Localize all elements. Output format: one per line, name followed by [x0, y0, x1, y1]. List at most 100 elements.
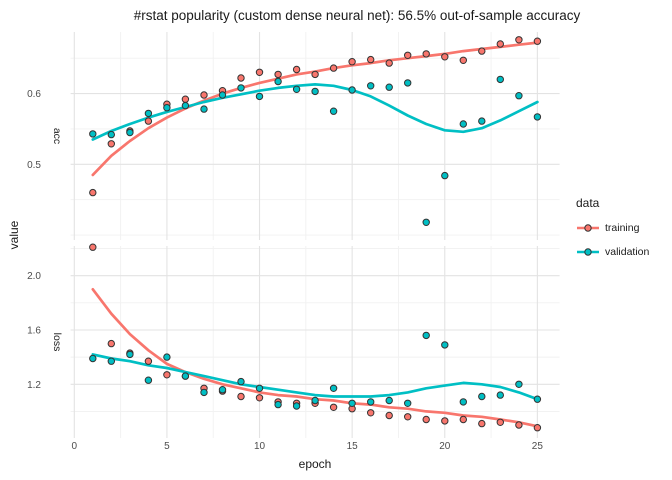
point-training-acc — [107, 140, 116, 148]
point-training-loss — [404, 413, 412, 421]
x-tick-label: 25 — [532, 441, 544, 452]
point-training-acc — [292, 65, 301, 74]
point-training-loss — [441, 417, 449, 425]
point-validation-acc — [478, 117, 486, 125]
point-training-loss — [367, 409, 375, 417]
point-training-loss — [144, 357, 153, 365]
point-training-acc — [144, 117, 153, 125]
smooth-line-validation-loss — [91, 353, 539, 401]
point-training-acc — [422, 50, 430, 58]
point-training-acc — [329, 64, 338, 72]
point-validation-acc — [144, 109, 153, 118]
point-validation-loss — [292, 402, 301, 410]
x-tick-label: 10 — [254, 441, 266, 452]
point-training-acc — [515, 36, 523, 44]
point-validation-acc — [311, 87, 319, 96]
smooth-line-training-acc — [91, 41, 539, 177]
point-validation-acc — [459, 120, 467, 128]
point-validation-loss — [515, 380, 523, 388]
legend-key-validation-icon — [577, 248, 599, 256]
point-validation-acc — [385, 83, 393, 91]
point-validation-loss — [533, 395, 542, 403]
point-training-loss — [385, 411, 393, 420]
point-validation-acc — [163, 104, 171, 112]
point-training-acc — [404, 51, 412, 59]
x-tick-label: 15 — [347, 441, 359, 452]
point-validation-acc — [200, 105, 208, 113]
legend: data training validation — [576, 196, 649, 264]
point-validation-loss — [89, 354, 97, 363]
point-validation-acc — [218, 91, 227, 99]
y-tick-label: 2.0 — [27, 271, 41, 282]
point-validation-loss — [404, 399, 412, 407]
point-validation-acc — [255, 92, 264, 101]
point-training-loss — [496, 418, 504, 426]
point-validation-loss — [496, 391, 504, 399]
point-validation-loss — [126, 350, 134, 359]
point-validation-loss — [200, 388, 208, 397]
legend-label-training: training — [605, 222, 640, 234]
point-validation-loss — [348, 399, 356, 407]
point-training-loss — [422, 415, 430, 424]
legend-item-training: training — [576, 216, 649, 240]
legend-key-training-icon — [577, 224, 599, 232]
point-validation-loss — [218, 386, 227, 394]
point-validation-loss — [163, 353, 171, 361]
x-tick-label: 20 — [439, 441, 451, 452]
point-training-loss — [329, 403, 338, 411]
point-training-acc — [274, 70, 282, 79]
point-training-loss — [478, 419, 486, 428]
point-training-acc — [459, 56, 467, 64]
point-validation-acc — [292, 85, 301, 94]
y-tick-label: 0.5 — [27, 160, 41, 171]
point-validation-acc — [533, 113, 542, 121]
point-training-acc — [89, 188, 97, 197]
point-training-acc — [496, 40, 504, 48]
point-validation-loss — [367, 398, 375, 406]
point-training-loss — [89, 243, 97, 251]
point-training-acc — [441, 53, 449, 61]
page-title: #rstat popularity (custom dense neural n… — [133, 8, 581, 23]
point-training-acc — [385, 59, 393, 67]
legend-label-validation: validation — [605, 246, 650, 258]
point-validation-acc — [404, 79, 412, 87]
point-training-acc — [237, 74, 245, 82]
point-training-loss — [107, 339, 116, 348]
point-validation-acc — [126, 128, 134, 137]
y-tick-label: 1.2 — [27, 380, 41, 391]
point-training-loss — [459, 415, 467, 424]
point-training-acc — [255, 68, 264, 77]
smooth-line-validation-acc — [91, 83, 539, 141]
point-training-loss — [237, 392, 245, 401]
point-validation-loss — [107, 357, 116, 365]
point-training-acc — [367, 55, 375, 64]
point-validation-loss — [441, 341, 449, 349]
point-validation-acc — [367, 82, 375, 90]
point-validation-loss — [459, 398, 467, 406]
y-tick-label: 1.6 — [27, 325, 41, 336]
point-validation-loss — [311, 396, 319, 405]
point-training-acc — [348, 58, 356, 66]
point-validation-acc — [107, 130, 116, 139]
x-axis-title: epoch — [298, 457, 332, 471]
point-validation-acc — [496, 75, 504, 84]
point-validation-acc — [329, 107, 338, 115]
legend-title: data — [576, 196, 600, 210]
point-validation-loss — [237, 377, 245, 386]
facet-strip-loss: loss — [51, 332, 63, 352]
point-validation-acc — [181, 101, 190, 110]
x-tick-label: 0 — [72, 441, 78, 452]
point-validation-loss — [274, 400, 282, 409]
point-training-loss — [163, 371, 171, 379]
facet-strip-acc: acc — [51, 127, 63, 145]
point-validation-loss — [385, 396, 393, 405]
point-validation-acc — [422, 218, 430, 227]
point-validation-loss — [144, 376, 153, 384]
point-training-acc — [181, 95, 190, 103]
point-validation-loss — [255, 384, 264, 392]
point-validation-loss — [181, 372, 190, 380]
point-training-acc — [311, 70, 319, 79]
point-training-acc — [200, 91, 208, 99]
point-training-loss — [515, 421, 523, 429]
